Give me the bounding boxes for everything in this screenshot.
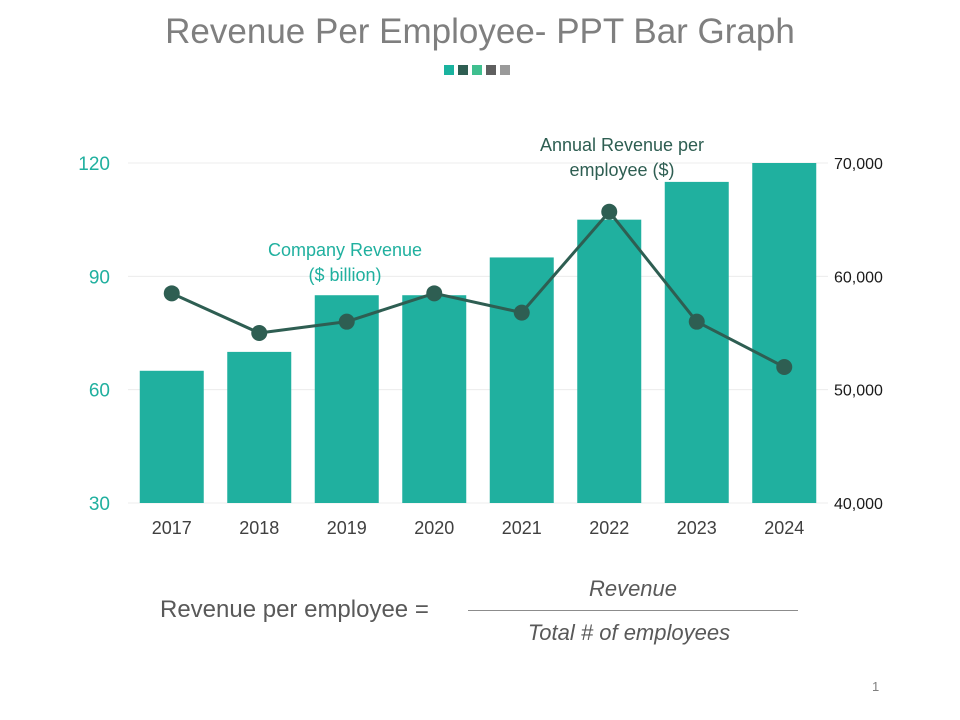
slide-title: Revenue Per Employee- PPT Bar Graph (165, 12, 795, 51)
line-point (426, 285, 443, 302)
decoration-square (458, 65, 468, 75)
series-label-company-revenue: Company Revenue ($ billion) (268, 240, 422, 285)
bar (577, 219, 642, 503)
formula-fraction-line (468, 610, 798, 611)
line-point (163, 285, 180, 302)
x-tick-label: 2023 (677, 518, 717, 538)
y-left-tick-label: 30 (89, 494, 110, 515)
formula-lhs: Revenue per employee = (160, 596, 429, 623)
bar (664, 181, 729, 503)
line-point (776, 359, 793, 375)
page-number: 1 (872, 679, 880, 694)
decoration-square (500, 65, 510, 75)
decoration-square (472, 65, 482, 75)
line-point (338, 313, 355, 330)
x-tick-label: 2022 (589, 518, 629, 538)
bar (489, 257, 554, 503)
x-tick-label: 2020 (414, 518, 454, 538)
bar (139, 370, 204, 503)
y-right-tick-label: 70,000 (834, 156, 883, 173)
bar (752, 163, 817, 503)
line-point (251, 325, 268, 341)
line-series (171, 210, 785, 369)
x-tick-label: 2024 (764, 518, 804, 538)
bar (227, 351, 292, 503)
y-right-tick-label: 60,000 (834, 269, 883, 286)
y-left-tick-label: 90 (89, 267, 110, 288)
title-decoration (444, 65, 510, 75)
decoration-square (486, 65, 496, 75)
x-tick-label: 2017 (152, 518, 192, 538)
decoration-square (444, 65, 454, 75)
series-label-revenue-per-employee: Annual Revenue per employee ($) (540, 135, 704, 180)
x-tick-label: 2021 (502, 518, 542, 538)
y-right-tick-label: 50,000 (834, 383, 883, 400)
y-right-tick-label: 40,000 (834, 496, 883, 513)
line-point (601, 203, 618, 220)
line-point (513, 304, 530, 321)
bar (402, 295, 467, 503)
formula-numerator: Revenue (588, 576, 678, 601)
line-point (688, 313, 705, 330)
y-left-tick-label: 60 (89, 381, 110, 402)
x-tick-label: 2019 (327, 518, 367, 538)
y-left-tick-label: 120 (78, 154, 110, 175)
formula-denominator: Total # of employees (527, 620, 731, 645)
x-tick-label: 2018 (239, 518, 279, 538)
bar (314, 295, 379, 503)
